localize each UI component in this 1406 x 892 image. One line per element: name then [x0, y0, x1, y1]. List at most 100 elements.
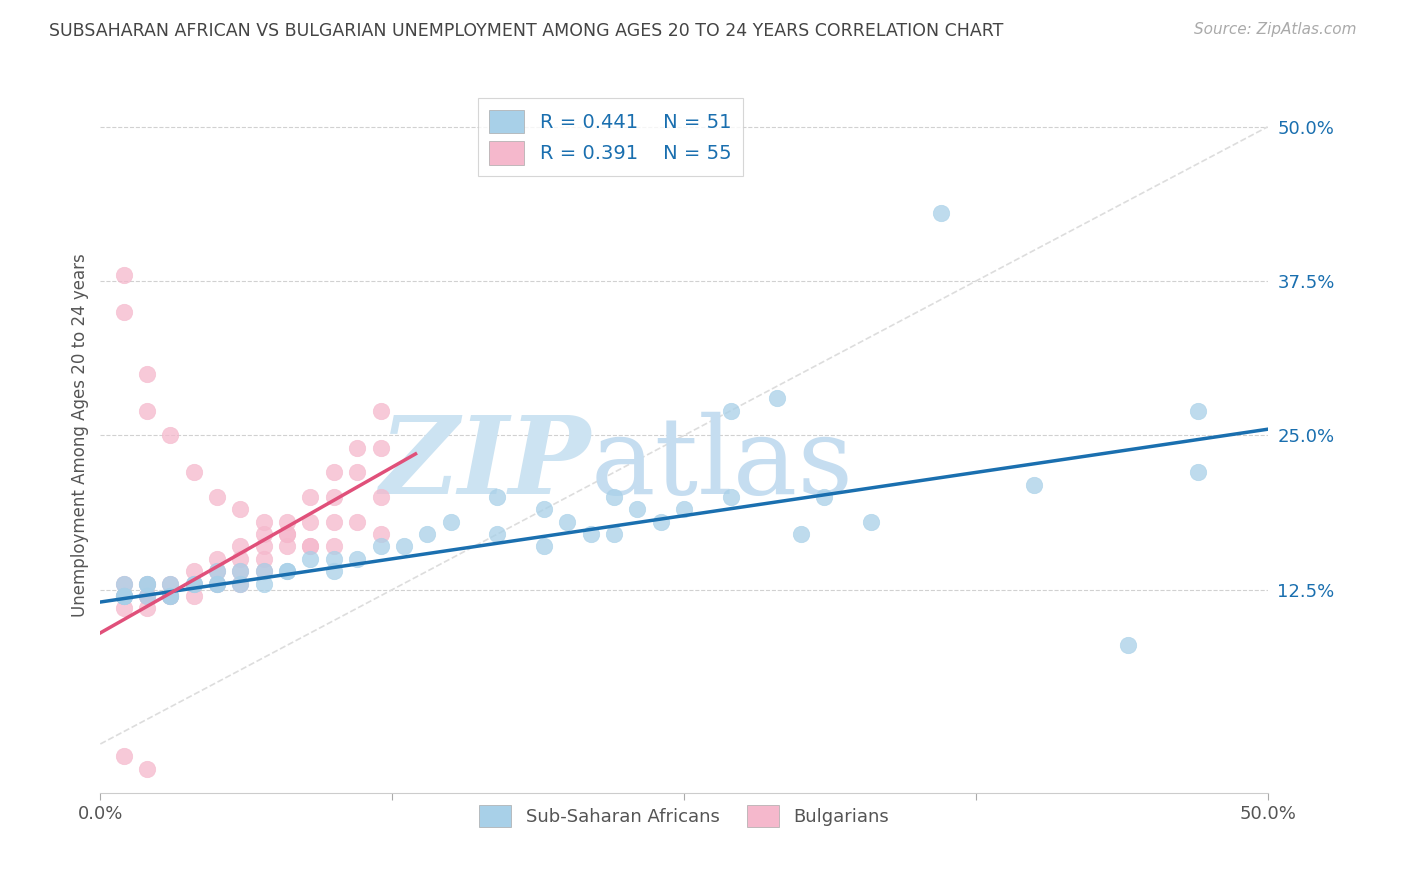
Point	[229, 564, 252, 578]
Point	[276, 527, 298, 541]
Point	[579, 527, 602, 541]
Point	[183, 576, 205, 591]
Point	[112, 601, 135, 615]
Point	[322, 551, 344, 566]
Point	[253, 551, 276, 566]
Point	[159, 589, 181, 603]
Point	[229, 540, 252, 554]
Point	[159, 576, 181, 591]
Point	[205, 564, 228, 578]
Point	[159, 589, 181, 603]
Text: Source: ZipAtlas.com: Source: ZipAtlas.com	[1194, 22, 1357, 37]
Point	[416, 527, 439, 541]
Point	[392, 540, 415, 554]
Point	[253, 515, 276, 529]
Point	[626, 502, 648, 516]
Point	[205, 576, 228, 591]
Legend: Sub-Saharan Africans, Bulgarians: Sub-Saharan Africans, Bulgarians	[471, 798, 897, 834]
Point	[299, 515, 322, 529]
Point	[253, 527, 276, 541]
Point	[253, 564, 276, 578]
Point	[720, 490, 742, 504]
Point	[136, 601, 159, 615]
Point	[112, 576, 135, 591]
Point	[603, 527, 626, 541]
Point	[1024, 477, 1046, 491]
Point	[136, 589, 159, 603]
Point	[766, 392, 789, 406]
Point	[112, 589, 135, 603]
Point	[650, 515, 672, 529]
Point	[159, 589, 181, 603]
Point	[346, 441, 368, 455]
Point	[276, 527, 298, 541]
Point	[229, 502, 252, 516]
Point	[533, 502, 555, 516]
Point	[112, 589, 135, 603]
Point	[276, 564, 298, 578]
Point	[253, 564, 276, 578]
Point	[183, 564, 205, 578]
Point	[136, 576, 159, 591]
Point	[205, 490, 228, 504]
Point	[112, 576, 135, 591]
Point	[370, 403, 392, 417]
Point	[159, 428, 181, 442]
Text: atlas: atlas	[591, 411, 853, 516]
Point	[813, 490, 835, 504]
Point	[299, 540, 322, 554]
Text: ZIP: ZIP	[380, 411, 591, 517]
Point	[112, 268, 135, 282]
Point	[603, 490, 626, 504]
Point	[112, 589, 135, 603]
Point	[229, 576, 252, 591]
Point	[929, 206, 952, 220]
Point	[112, 305, 135, 319]
Point	[299, 551, 322, 566]
Point	[276, 564, 298, 578]
Point	[1187, 403, 1209, 417]
Point	[1116, 638, 1139, 652]
Point	[205, 576, 228, 591]
Point	[346, 551, 368, 566]
Point	[183, 466, 205, 480]
Point	[136, 589, 159, 603]
Point	[370, 540, 392, 554]
Point	[299, 540, 322, 554]
Point	[159, 576, 181, 591]
Point	[322, 564, 344, 578]
Point	[439, 515, 461, 529]
Point	[322, 466, 344, 480]
Point	[136, 589, 159, 603]
Point	[136, 367, 159, 381]
Point	[1187, 466, 1209, 480]
Point	[370, 490, 392, 504]
Point	[555, 515, 578, 529]
Point	[322, 515, 344, 529]
Point	[486, 490, 509, 504]
Point	[183, 576, 205, 591]
Point	[136, 762, 159, 776]
Point	[229, 551, 252, 566]
Point	[299, 490, 322, 504]
Point	[370, 527, 392, 541]
Point	[672, 502, 695, 516]
Point	[533, 540, 555, 554]
Point	[112, 589, 135, 603]
Point	[112, 749, 135, 764]
Point	[346, 466, 368, 480]
Point	[322, 540, 344, 554]
Point	[720, 403, 742, 417]
Text: SUBSAHARAN AFRICAN VS BULGARIAN UNEMPLOYMENT AMONG AGES 20 TO 24 YEARS CORRELATI: SUBSAHARAN AFRICAN VS BULGARIAN UNEMPLOY…	[49, 22, 1004, 40]
Point	[205, 576, 228, 591]
Point	[136, 576, 159, 591]
Point	[370, 441, 392, 455]
Point	[205, 551, 228, 566]
Point	[159, 589, 181, 603]
Point	[276, 515, 298, 529]
Y-axis label: Unemployment Among Ages 20 to 24 years: Unemployment Among Ages 20 to 24 years	[72, 253, 89, 617]
Point	[276, 540, 298, 554]
Point	[183, 589, 205, 603]
Point	[136, 576, 159, 591]
Point	[112, 589, 135, 603]
